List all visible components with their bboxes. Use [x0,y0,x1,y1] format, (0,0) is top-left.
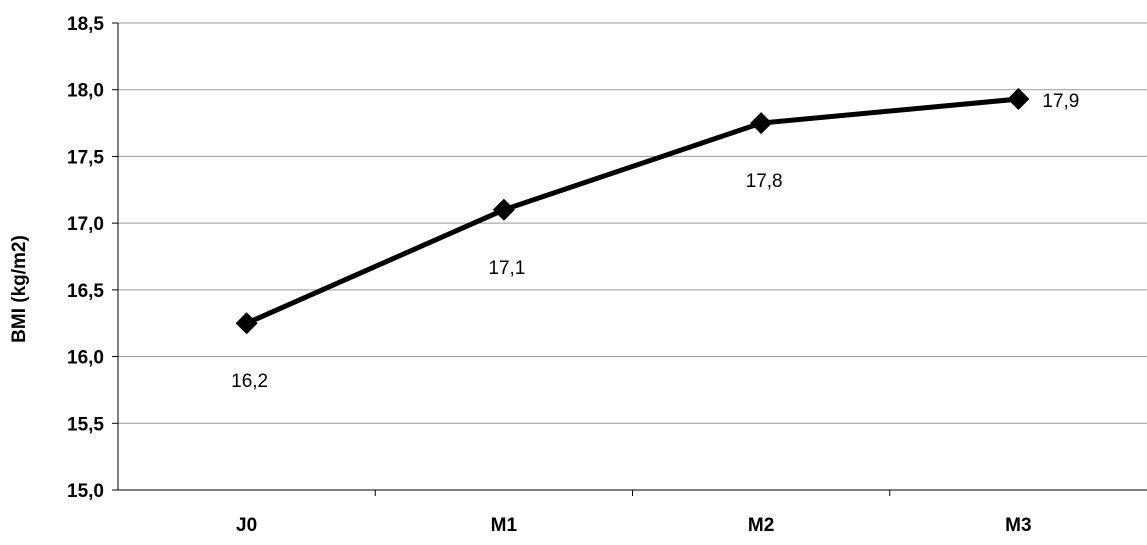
y-tick-label: 15,0 [67,481,104,502]
y-tick-label: 18,0 [67,81,104,102]
data-point-marker [1007,88,1030,111]
data-label: 17,9 [1042,91,1079,112]
y-tick-label: 17,0 [67,214,104,235]
gridlines [118,22,1147,424]
series-line [244,96,1021,326]
data-point-marker [235,312,258,335]
x-tick-label: J0 [236,515,257,536]
data-label: 17,1 [488,258,525,279]
y-tick-labels: 15,0 15,5 16,0 16,5 17,0 17,5 18,0 18,5 [67,14,104,502]
data-point-marker [492,198,515,221]
y-tick-label: 16,5 [67,281,104,302]
x-tick-label: M2 [748,515,774,536]
data-label: 17,8 [746,171,783,192]
y-tick-label: 18,5 [67,14,104,35]
axes [112,22,1147,496]
data-point-marker [750,112,773,135]
x-tick-label: M3 [1005,515,1031,536]
y-tick-label: 17,5 [67,147,104,168]
x-tick-labels: J0 M1 M2 M3 [236,515,1032,536]
x-tick-label: M1 [491,515,518,536]
y-axis-title: BMI (kg/m2) [9,235,30,343]
y-tick-label: 16,0 [67,348,104,369]
series-line-group [235,88,1030,335]
y-tick-label: 15,5 [67,414,104,435]
data-labels: 16,2 17,1 17,8 17,9 [231,91,1079,392]
data-label: 16,2 [231,371,268,392]
